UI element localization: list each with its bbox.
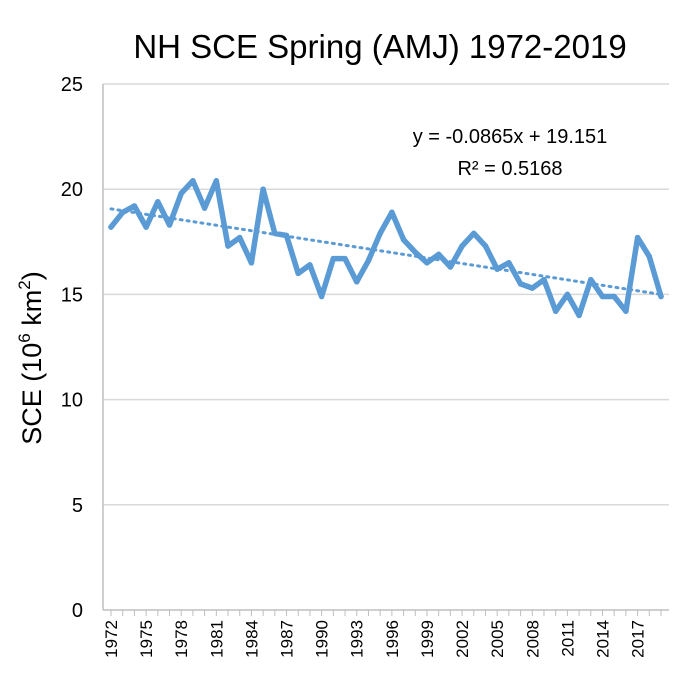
data-point-2014 [599, 293, 606, 300]
data-point-1984 [248, 260, 255, 266]
x-tick-label: 2017 [629, 620, 648, 658]
data-point-1982 [225, 243, 231, 249]
data-point-2005 [494, 266, 500, 272]
data-point-1990 [318, 293, 325, 300]
data-point-1975 [143, 224, 149, 230]
data-point-2001 [447, 264, 454, 270]
y-tick-label: 15 [61, 284, 83, 306]
x-tick-label: 2005 [488, 620, 507, 658]
series-line [108, 178, 664, 319]
data-point-2007 [517, 281, 524, 287]
data-point-2012 [576, 312, 582, 319]
data-point-1973 [119, 209, 126, 216]
x-tick-labels: 1972 1975 1978 1981 1984 1987 1990 1993 1996 1999… [102, 620, 648, 658]
y-axis-label: SCE (106 km2) [15, 271, 47, 444]
data-point-2011 [564, 291, 571, 298]
data-point-2010 [552, 308, 559, 314]
data-point-1981 [213, 178, 220, 184]
data-point-2006 [506, 260, 512, 266]
y-axis-label-exponent-1: 6 [15, 333, 34, 342]
data-point-1992 [342, 255, 348, 262]
x-tick-label: 1990 [313, 620, 332, 658]
data-point-2016 [623, 308, 629, 314]
data-point-2013 [588, 276, 594, 283]
y-axis-label-end: ) [17, 271, 47, 280]
x-tick-label: 2002 [453, 620, 472, 658]
x-tick-label: 1984 [242, 620, 261, 658]
x-tick-label: 1978 [172, 620, 191, 658]
data-point-1991 [330, 255, 337, 262]
data-point-2003 [471, 230, 477, 237]
x-tick-label: 1996 [383, 620, 402, 658]
x-tick-label: 1981 [207, 620, 226, 658]
data-point-1989 [307, 262, 313, 268]
data-point-1999 [424, 260, 430, 266]
x-tick-label: 1993 [348, 620, 367, 658]
x-tick-label: 2008 [523, 620, 542, 658]
y-tick-label: 20 [61, 179, 83, 201]
data-point-1997 [400, 236, 407, 243]
data-point-1972 [108, 224, 114, 230]
data-point-1993 [353, 279, 360, 285]
data-point-1998 [412, 249, 419, 256]
data-point-2008 [529, 285, 536, 291]
x-tick-label: 2014 [593, 620, 612, 658]
data-point-1978 [178, 190, 184, 197]
y-axis-label-mid: km [17, 290, 47, 334]
y-tick-label: 0 [72, 600, 83, 622]
data-point-1996 [389, 209, 395, 216]
trendline-equation: y = -0.0865x + 19.151 [413, 126, 608, 148]
data-point-1987 [283, 232, 290, 239]
data-point-2018 [646, 253, 653, 260]
data-point-1986 [272, 230, 278, 237]
series-group [108, 178, 664, 319]
x-tick-label: 1972 [102, 620, 121, 658]
data-point-1983 [236, 234, 243, 241]
data-point-1979 [190, 178, 196, 184]
y-tick-label: 25 [61, 74, 83, 96]
x-tick-label: 1987 [278, 620, 297, 658]
x-tick-label: 1999 [418, 620, 437, 658]
data-point-2017 [634, 234, 641, 241]
data-point-1988 [295, 270, 301, 277]
trendline [109, 207, 663, 296]
chart-title: NH SCE Spring (AMJ) 1972-2019 [133, 28, 626, 65]
data-point-2004 [482, 243, 489, 249]
y-tick-label: 10 [61, 390, 83, 412]
y-tick-labels: 0 5 10 15 20 25 [61, 74, 83, 622]
data-point-1995 [377, 230, 383, 237]
data-point-1985 [260, 186, 266, 192]
data-point-1994 [365, 257, 372, 264]
trendline-r-squared: R² = 0.5168 [457, 158, 562, 180]
data-point-1974 [131, 203, 138, 209]
data-point-2015 [611, 293, 617, 300]
y-axis-label-exponent-2: 2 [15, 280, 34, 289]
axes [102, 84, 669, 616]
x-tick-label: 1975 [137, 620, 156, 658]
data-point-1977 [166, 222, 173, 228]
trendline-group [109, 207, 663, 296]
y-axis-label-base: SCE (10 [17, 343, 47, 445]
y-tick-label: 5 [72, 495, 83, 517]
data-point-1980 [201, 205, 208, 211]
data-point-2009 [541, 276, 547, 283]
data-point-2019 [658, 293, 664, 300]
data-point-2000 [435, 251, 442, 258]
data-point-2002 [459, 243, 465, 249]
x-tick-label: 2011 [558, 620, 577, 657]
data-point-1976 [155, 199, 161, 205]
